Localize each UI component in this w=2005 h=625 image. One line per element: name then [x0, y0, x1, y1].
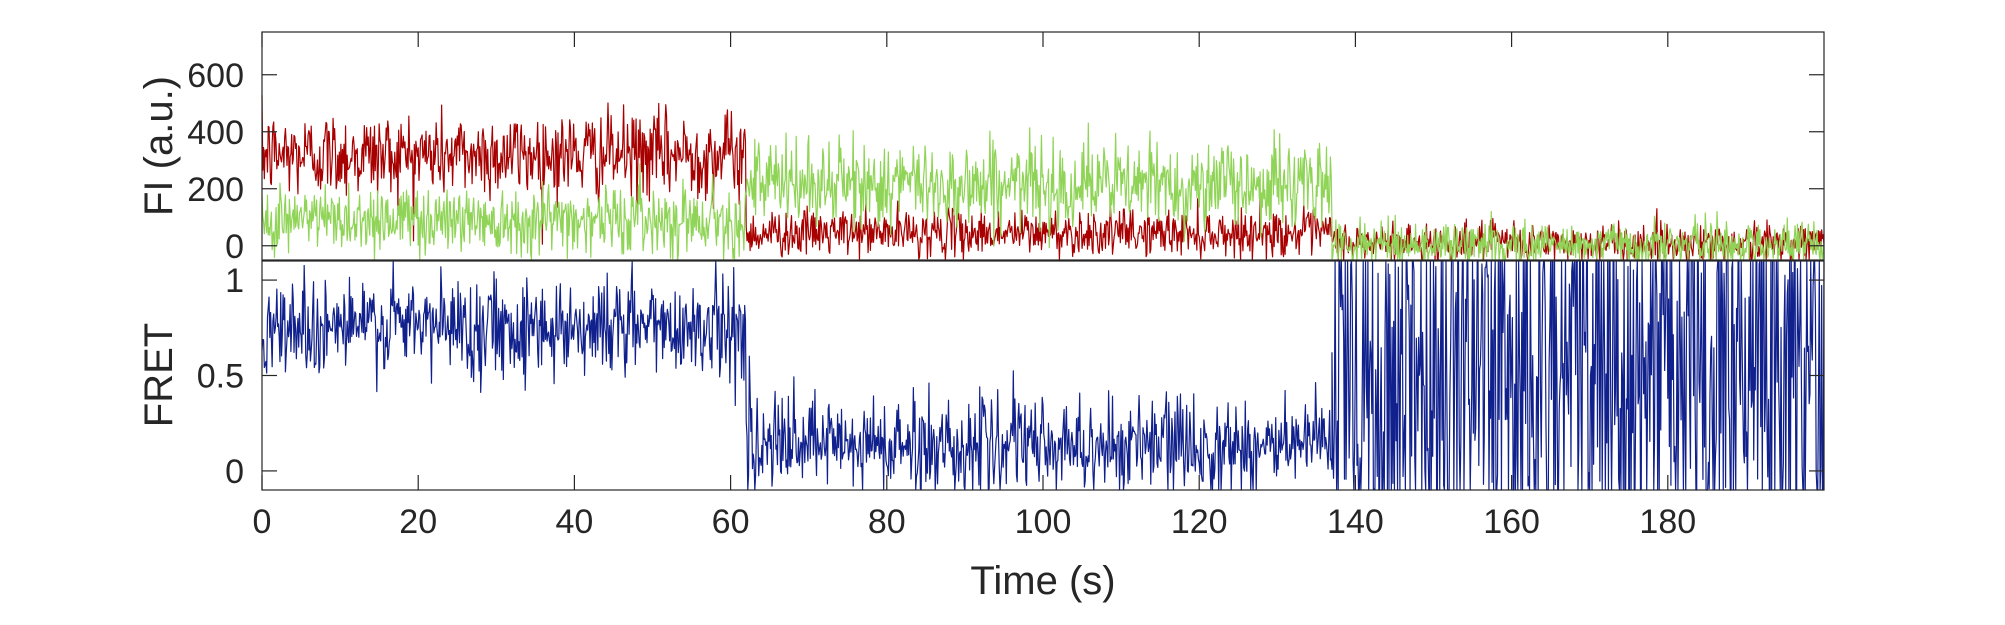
y-tick-label: 0	[225, 453, 244, 491]
x-tick-label: 80	[868, 503, 906, 541]
y-tick-label: 0.5	[197, 358, 244, 396]
x-tick-label: 180	[1639, 503, 1696, 541]
x-tick-label: 40	[555, 503, 593, 541]
intensity-y-axis-label: FI (a.u.)	[137, 76, 181, 216]
intensity-y-ticks: 0 200 400 600	[187, 57, 1824, 266]
x-tick-label: 60	[712, 503, 750, 541]
y-tick-label: 600	[187, 57, 244, 95]
fret-panel: 00.51 0 20 40 60 80 100 120 140 160 180 FRET Time…	[137, 32, 1825, 603]
y-tick-label: 200	[187, 171, 244, 209]
y-tick-label: 400	[187, 114, 244, 152]
time-x-ticks: 0 20 40 60 80 100 120 140 160 180	[253, 32, 1696, 541]
series-line-top-1	[261, 122, 1825, 261]
intensity-traces	[261, 95, 1825, 261]
time-x-axis-label: Time (s)	[970, 559, 1115, 603]
intensity-panel: 0 200 400 600 FI (a.u.)	[137, 31, 1825, 266]
x-tick-label: 120	[1171, 503, 1228, 541]
x-tick-label: 140	[1327, 503, 1384, 541]
x-tick-label: 160	[1483, 503, 1540, 541]
y-tick-label: 1	[225, 262, 244, 300]
y-tick-label: 0	[225, 228, 244, 266]
fret-y-ticks: 00.51	[197, 262, 1824, 491]
series-line-bottom-0	[261, 260, 1825, 491]
fret-y-axis-label: FRET	[137, 323, 181, 427]
fret-traces	[261, 260, 1825, 491]
x-tick-label: 20	[399, 503, 437, 541]
x-tick-label: 0	[253, 503, 272, 541]
x-tick-label: 100	[1015, 503, 1072, 541]
